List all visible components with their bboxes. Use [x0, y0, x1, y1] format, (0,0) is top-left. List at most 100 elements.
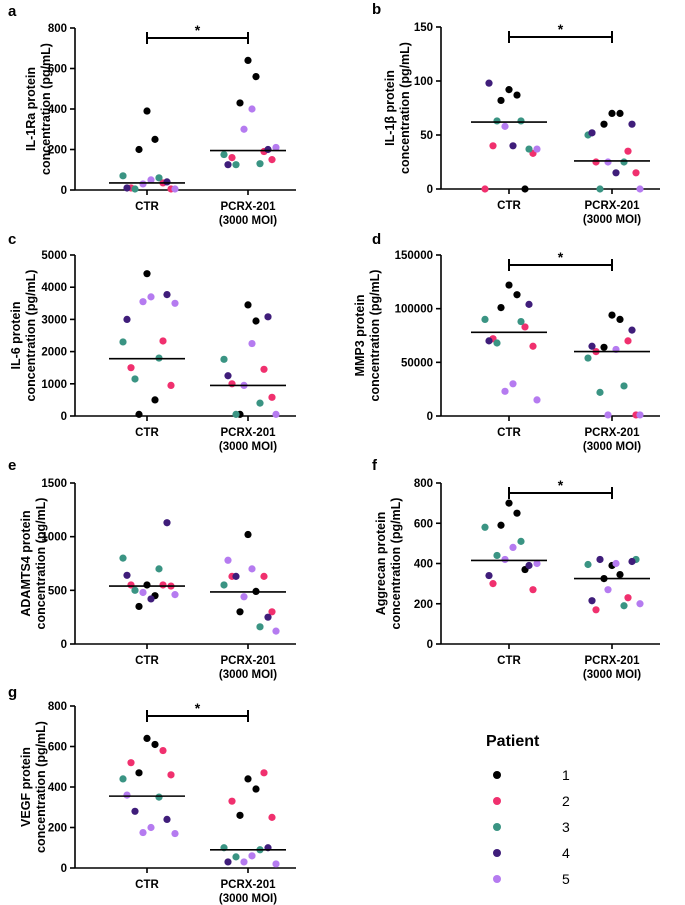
data-point — [143, 581, 151, 589]
data-point — [260, 572, 268, 580]
y-tick-label: 600 — [414, 518, 433, 530]
y-tick-label: 800 — [414, 478, 433, 490]
data-point — [489, 580, 497, 588]
data-point — [163, 178, 171, 186]
y-axis-label: IL-1β proteinconcentration (pg/mL) — [383, 42, 412, 174]
data-point — [497, 96, 505, 105]
data-point — [513, 509, 521, 517]
data-point — [244, 775, 252, 783]
data-point — [588, 342, 596, 350]
data-point — [268, 156, 276, 164]
data-point — [147, 293, 155, 301]
data-point — [616, 109, 624, 117]
data-point — [244, 56, 252, 64]
data-point — [600, 343, 608, 351]
data-point — [119, 775, 127, 783]
data-point — [501, 387, 509, 395]
y-tick-label: 0 — [61, 411, 67, 423]
data-point — [244, 301, 252, 309]
data-point — [521, 185, 529, 193]
data-point — [131, 185, 139, 193]
data-point — [501, 122, 509, 130]
data-point — [171, 829, 179, 838]
data-point — [497, 521, 505, 529]
data-point — [608, 311, 616, 319]
data-point — [224, 858, 232, 866]
panel-d: d 0 50000 100000 150000 CTR PCRX-201 (3000 MOI)… — [353, 231, 660, 453]
data-point — [159, 746, 167, 755]
legend-label: 2 — [562, 793, 570, 809]
data-point — [232, 853, 240, 861]
x-tick-label: (3000 MOI) — [219, 669, 277, 681]
data-point — [171, 591, 179, 599]
y-axis-label: Aggrecan proteinconcentration (pg/mL) — [374, 498, 403, 630]
data-point — [505, 499, 513, 507]
data-point — [123, 791, 131, 799]
data-point — [272, 627, 280, 635]
y-tick-label: 400 — [48, 104, 67, 116]
y-tick-label: 400 — [414, 559, 433, 571]
data-point — [485, 337, 493, 345]
x-tick-label: CTR — [497, 655, 521, 667]
data-point — [232, 161, 240, 169]
data-point — [604, 158, 612, 166]
data-point — [517, 317, 525, 326]
data-point — [485, 571, 493, 580]
x-tick-label: (3000 MOI) — [219, 215, 277, 227]
data-point — [248, 852, 256, 860]
data-point — [272, 410, 280, 418]
data-point — [616, 570, 624, 579]
data-point — [513, 91, 521, 99]
y-axis-label-line: ADAMTS4 protein — [19, 510, 33, 616]
legend-label: 3 — [562, 819, 570, 835]
significance-label: * — [195, 700, 201, 716]
panel-c: c 0 1000 2000 3000 4000 5000 CTR PCRX-201 (3000 M… — [8, 231, 296, 453]
data-point — [596, 388, 604, 396]
data-point — [236, 811, 244, 819]
data-point — [624, 594, 632, 602]
data-point — [127, 759, 135, 767]
data-point — [236, 99, 244, 107]
data-point — [151, 396, 159, 404]
y-tick-label: 600 — [48, 742, 67, 754]
data-point — [248, 565, 256, 573]
data-point — [260, 365, 268, 373]
x-tick-label: PCRX-201 — [585, 427, 641, 439]
data-point — [264, 145, 272, 154]
significance-label: * — [558, 249, 564, 265]
y-tick-label: 1000 — [41, 532, 67, 544]
data-point — [163, 291, 171, 299]
x-tick-label: CTR — [135, 655, 159, 667]
data-point — [220, 150, 228, 159]
panel-letter: a — [8, 3, 17, 20]
data-point — [596, 185, 604, 193]
data-point — [224, 556, 232, 564]
data-point — [220, 355, 228, 363]
data-point — [171, 299, 179, 307]
y-tick-label: 150000 — [395, 250, 433, 262]
data-point — [155, 174, 163, 182]
y-axis-label-line: concentration (pg/mL) — [398, 42, 412, 174]
data-point — [505, 281, 513, 289]
legend-title: Patient — [486, 733, 540, 750]
data-point — [588, 597, 596, 605]
y-tick-label: 100 — [414, 76, 433, 88]
data-point — [636, 411, 644, 419]
data-point — [147, 595, 155, 603]
data-point — [123, 184, 131, 192]
y-tick-label: 50 — [420, 130, 433, 142]
data-point — [481, 523, 489, 531]
data-point — [493, 339, 501, 347]
data-point — [497, 303, 505, 312]
y-tick-label: 3000 — [41, 314, 67, 326]
data-point — [632, 169, 640, 177]
data-point — [248, 339, 256, 348]
data-point — [155, 565, 163, 573]
data-point — [272, 143, 280, 152]
data-point — [636, 600, 644, 608]
data-point — [240, 125, 248, 133]
data-point — [608, 109, 616, 117]
legend-marker — [493, 797, 501, 805]
x-tick-label: PCRX-201 — [585, 200, 641, 212]
